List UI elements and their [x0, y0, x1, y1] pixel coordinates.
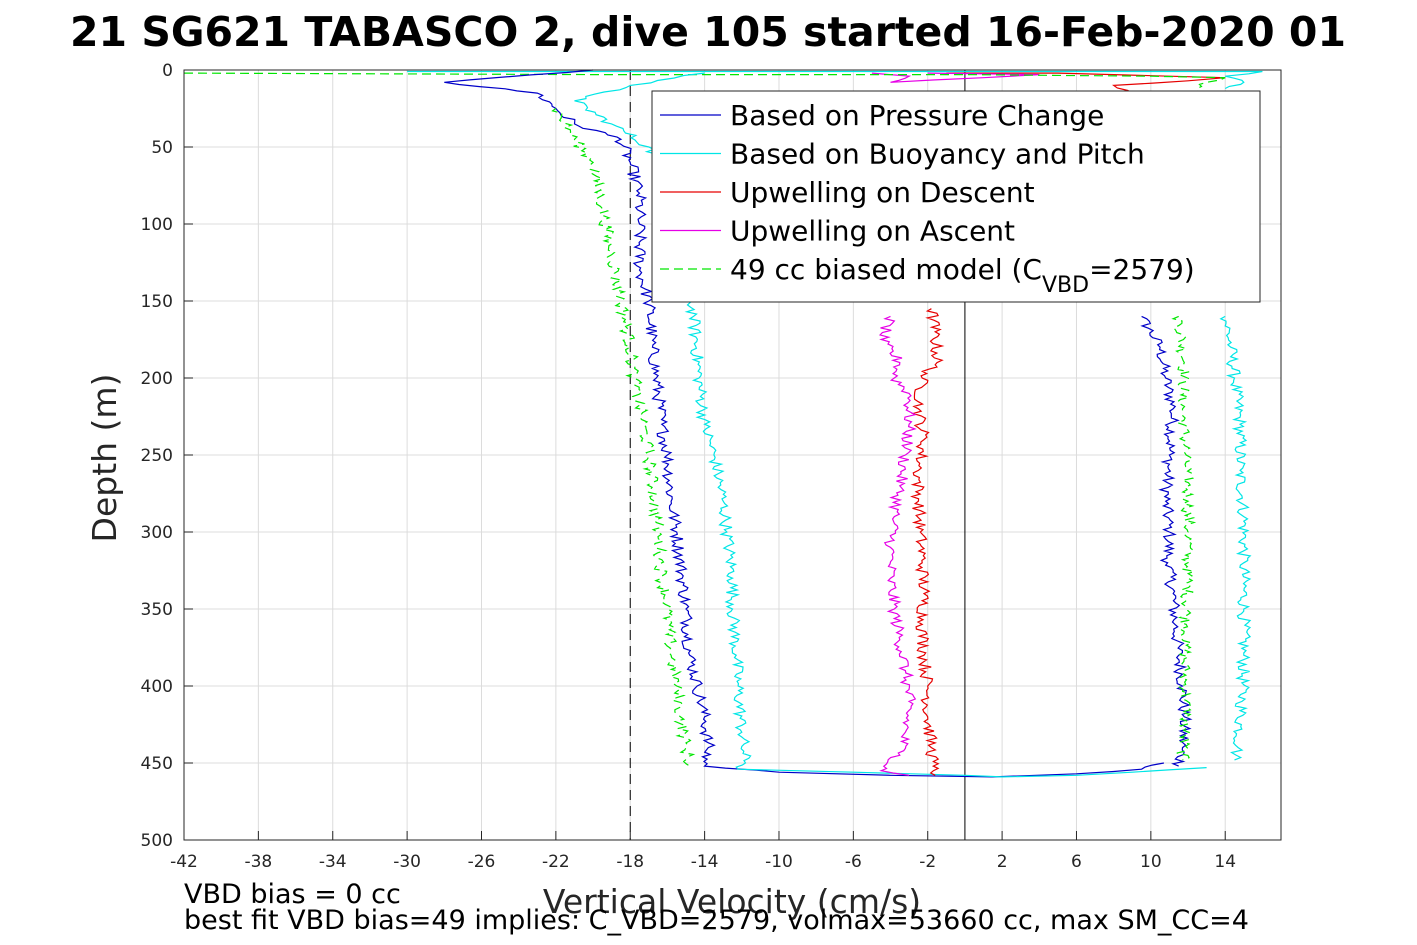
legend-box	[651, 90, 1261, 303]
x-tick-label: -2	[919, 852, 936, 872]
ascent-trace	[1140, 315, 1193, 767]
legend-label: Upwelling on Ascent	[730, 215, 1015, 248]
x-tick-label: 10	[1140, 852, 1162, 872]
vbd-bias-note: VBD bias = 0 cc	[184, 879, 401, 910]
y-tick-label: 100	[141, 215, 173, 235]
chart-legend: Based on Pressure Change Based on Buoyanc…	[651, 90, 1261, 303]
series-line-4	[878, 315, 917, 776]
y-tick-label: 500	[141, 831, 173, 851]
x-tick-label: 14	[1214, 852, 1236, 872]
x-tick-label: -6	[845, 852, 862, 872]
best-fit-note: best fit VBD bias=49 implies: C_VBD=2579…	[184, 905, 1249, 936]
x-tick-label: -38	[244, 852, 272, 872]
x-tick-label: -18	[616, 852, 644, 872]
series-line-1	[444, 69, 1165, 778]
ascent-trace	[1219, 315, 1252, 761]
legend-label: Based on Pressure Change	[730, 99, 1104, 132]
x-tick-label: -34	[319, 852, 347, 872]
y-tick-label: 50	[151, 138, 173, 158]
x-tick-label: -42	[170, 852, 198, 872]
y-tick-label: 400	[141, 677, 173, 697]
series-line-5	[551, 108, 696, 767]
chart-title: 21 SG621 TABASCO 2, dive 105 started 16-…	[70, 8, 1346, 56]
legend-label: Based on Buoyancy and Pitch	[730, 138, 1145, 171]
x-axis-ticks: -42 -38 -34 -30 -26 -22 -18 -14 -10 -6 -2 2 6 10 14	[170, 831, 1236, 872]
x-axis-label: Vertical Velocity (cm/s)	[543, 882, 921, 921]
y-tick-label: 150	[141, 292, 173, 312]
legend-label: 49 cc biased model (CVBD=2579)	[730, 253, 1195, 298]
series-line-3	[910, 308, 945, 776]
y-tick-label: 200	[141, 369, 173, 389]
x-tick-label: 2	[997, 852, 1008, 872]
x-tick-label: 6	[1071, 852, 1082, 872]
surface-trace	[407, 70, 1263, 90]
y-axis-ticks: 0 50 100 150 200 250 300 350 400 450 500	[141, 61, 193, 851]
x-tick-label: -26	[468, 852, 496, 872]
x-tick-label: -10	[765, 852, 793, 872]
x-tick-label: -22	[542, 852, 570, 872]
surface-trace	[871, 72, 1040, 83]
y-tick-label: 350	[141, 600, 173, 620]
ascent-trace	[1171, 315, 1197, 761]
x-tick-label: -30	[393, 852, 421, 872]
y-tick-label: 450	[141, 754, 173, 774]
y-tick-label: 300	[141, 523, 173, 543]
y-tick-label: 250	[141, 446, 173, 466]
y-axis-label: Depth (m)	[85, 374, 124, 543]
y-tick-label: 0	[162, 61, 173, 81]
x-tick-label: -14	[691, 852, 719, 872]
legend-label: Upwelling on Descent	[730, 176, 1035, 209]
